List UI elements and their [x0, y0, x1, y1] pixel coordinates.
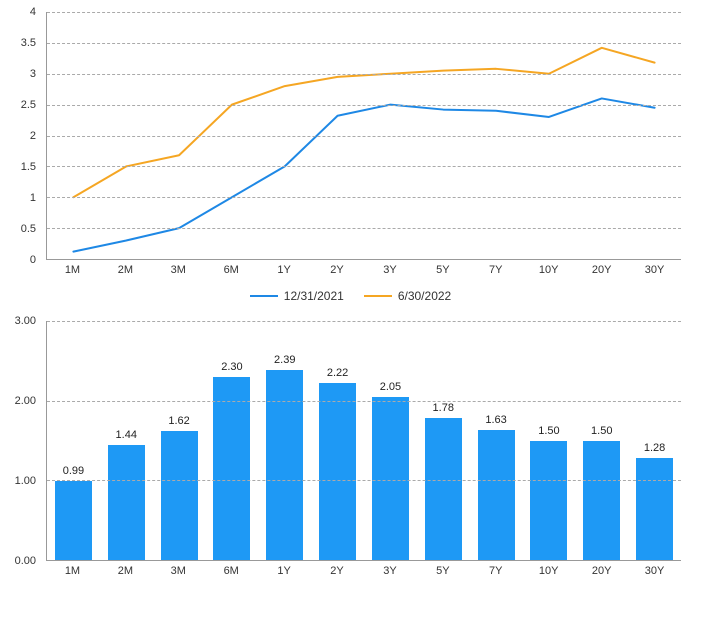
bar: 2.05	[372, 397, 409, 560]
x-tick-label: 30Y	[645, 565, 665, 577]
bar-value-label: 2.05	[380, 381, 401, 393]
x-tick-label: 3Y	[383, 565, 396, 577]
bar: 1.50	[583, 441, 620, 561]
x-tick-label: 1M	[65, 565, 80, 577]
x-tick-label: 2Y	[330, 264, 343, 276]
bar-chart: 0.001.002.003.00 0.991.441.622.302.392.2…	[12, 321, 689, 579]
bar: 2.30	[213, 377, 250, 560]
y-tick-label: 3	[30, 68, 36, 80]
x-tick-label: 2Y	[330, 565, 343, 577]
bar: 1.50	[530, 441, 567, 561]
bar: 1.28	[636, 458, 673, 560]
bar: 1.78	[425, 418, 462, 560]
series-line-1	[73, 48, 654, 197]
line-chart: 00.511.522.533.54 1M2M3M6M1Y2Y3Y5Y7Y10Y2…	[12, 12, 689, 278]
bar: 0.99	[55, 481, 92, 560]
line-chart-y-axis: 00.511.522.533.54	[12, 12, 42, 260]
x-tick-label: 6M	[224, 565, 239, 577]
x-tick-label: 30Y	[645, 264, 665, 276]
gridline	[47, 321, 681, 322]
x-tick-label: 1M	[65, 264, 80, 276]
bar-value-label: 2.39	[274, 354, 295, 366]
bar-value-label: 1.28	[644, 442, 665, 454]
line-chart-x-axis: 1M 2M 3M 6M 1Y 2Y 3Y 5Y 7Y 10Y 20Y 30Y	[46, 260, 681, 278]
y-tick-label: 1	[30, 192, 36, 204]
x-tick-label: 7Y	[489, 565, 502, 577]
bar-chart-plot: 0.99 1.44 1.62 2.30 2.39 2.22 2.05 1.78 1.63 1.50…	[46, 321, 681, 561]
gridline	[47, 12, 681, 13]
gridline	[47, 480, 681, 481]
x-tick-label: 2M	[118, 565, 133, 577]
x-tick-label: 2M	[118, 264, 133, 276]
y-tick-label: 2	[30, 130, 36, 142]
y-tick-label: 0.5	[21, 223, 36, 235]
y-tick-label: 1.5	[21, 161, 36, 173]
x-tick-label: 1Y	[277, 565, 290, 577]
x-tick-label: 3M	[171, 264, 186, 276]
x-tick-label: 1Y	[277, 264, 290, 276]
bar-value-label: 0.99	[63, 465, 84, 477]
y-tick-label: 1.00	[15, 475, 36, 487]
bar-value-label: 1.78	[433, 402, 454, 414]
bar: 2.22	[319, 383, 356, 560]
y-tick-label: 4	[30, 6, 36, 18]
legend-swatch	[364, 295, 392, 297]
x-tick-label: 20Y	[592, 565, 612, 577]
bar: 1.63	[478, 430, 515, 560]
bar: 1.62	[161, 431, 198, 560]
bar-value-label: 1.50	[591, 425, 612, 437]
bar-value-label: 1.63	[485, 414, 506, 426]
x-tick-label: 3M	[171, 565, 186, 577]
gridline	[47, 166, 681, 167]
x-tick-label: 6M	[224, 264, 239, 276]
gridline	[47, 401, 681, 402]
y-tick-label: 3.5	[21, 37, 36, 49]
x-tick-label: 7Y	[489, 264, 502, 276]
x-tick-label: 10Y	[539, 565, 559, 577]
bar-chart-x-axis: 1M 2M 3M 6M 1Y 2Y 3Y 5Y 7Y 10Y 20Y 30Y	[46, 561, 681, 579]
legend-swatch	[250, 295, 278, 297]
legend-label: 12/31/2021	[284, 289, 344, 303]
line-chart-legend: 12/31/2021 6/30/2022	[12, 286, 689, 303]
legend-label: 6/30/2022	[398, 289, 451, 303]
y-tick-label: 2.00	[15, 395, 36, 407]
bar-value-label: 1.44	[116, 429, 137, 441]
x-tick-label: 3Y	[383, 264, 396, 276]
x-tick-label: 5Y	[436, 264, 449, 276]
y-tick-label: 0	[30, 254, 36, 266]
bar-value-label: 2.22	[327, 367, 348, 379]
y-tick-label: 3.00	[15, 315, 36, 327]
x-tick-label: 20Y	[592, 264, 612, 276]
bar: 1.44	[108, 445, 145, 560]
line-chart-plot	[46, 12, 681, 260]
bar: 2.39	[266, 370, 303, 560]
bar-chart-bars: 0.99 1.44 1.62 2.30 2.39 2.22 2.05 1.78 1.63 1.50…	[47, 321, 681, 560]
bar-value-label: 2.30	[221, 361, 242, 373]
gridline	[47, 43, 681, 44]
x-tick-label: 5Y	[436, 565, 449, 577]
gridline	[47, 228, 681, 229]
x-tick-label: 10Y	[539, 264, 559, 276]
y-tick-label: 0.00	[15, 555, 36, 567]
bar-value-label: 1.50	[538, 425, 559, 437]
gridline	[47, 136, 681, 137]
legend-item-1: 6/30/2022	[364, 289, 451, 303]
legend-item-0: 12/31/2021	[250, 289, 344, 303]
bar-chart-y-axis: 0.001.002.003.00	[12, 321, 42, 561]
gridline	[47, 105, 681, 106]
gridline	[47, 74, 681, 75]
y-tick-label: 2.5	[21, 99, 36, 111]
bar-value-label: 1.62	[168, 415, 189, 427]
gridline	[47, 197, 681, 198]
